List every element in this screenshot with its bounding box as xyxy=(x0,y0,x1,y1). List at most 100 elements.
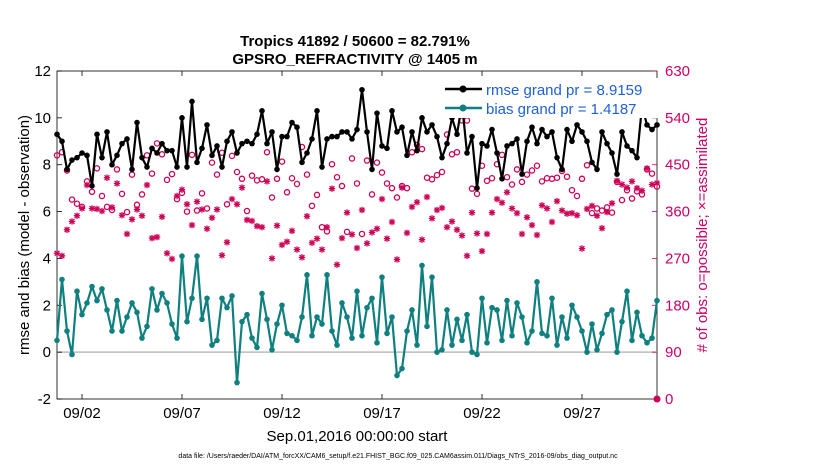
obs-possible-point xyxy=(508,181,516,188)
obs-assimilated-point xyxy=(433,206,441,214)
rmse-point xyxy=(379,143,385,149)
obs-assimilated-stroke xyxy=(389,219,395,225)
bias-point xyxy=(539,330,545,337)
obs-assimilated-point xyxy=(468,209,476,216)
rmse-point xyxy=(344,129,350,135)
obs-assimilated-point xyxy=(163,250,171,257)
rmse-point xyxy=(514,136,520,142)
bias-point xyxy=(104,307,110,313)
obs-assimilated-point xyxy=(308,239,316,247)
obs-assimilated-stroke xyxy=(444,224,450,231)
obs-assimilated-stroke xyxy=(289,227,295,234)
obs-possible-point xyxy=(53,152,61,159)
obs-possible-point xyxy=(338,182,346,190)
obs-assimilated-point xyxy=(53,250,61,257)
bias-point xyxy=(409,307,415,313)
bias-point xyxy=(169,321,175,327)
obs-possible-point xyxy=(503,173,511,181)
obs-possible-point xyxy=(68,196,76,203)
obs-assimilated-point xyxy=(158,213,166,220)
obs-assimilated-point xyxy=(588,202,596,210)
bias-point xyxy=(374,339,380,346)
rmse-point xyxy=(114,152,120,159)
rmse-point xyxy=(614,171,620,177)
obs-assimilated-stroke xyxy=(464,252,470,259)
rmse-point xyxy=(424,129,430,135)
bias-point xyxy=(114,297,120,304)
obs-possible-point xyxy=(163,176,171,184)
obs-possible-point xyxy=(183,208,191,215)
obs-assimilated-point xyxy=(278,241,286,249)
bias-point xyxy=(634,309,640,316)
obs-assimilated-point xyxy=(58,252,66,260)
obs-assimilated-stroke xyxy=(494,196,500,202)
obs-possible-point xyxy=(273,175,281,183)
obs-possible-point xyxy=(418,145,426,153)
obs-assimilated-stroke xyxy=(594,212,600,219)
rmse-point xyxy=(469,133,475,140)
rmse-point xyxy=(124,136,130,142)
obs-assimilated-point xyxy=(608,200,616,207)
rmse-point xyxy=(279,133,285,140)
obs-possible-point xyxy=(268,194,276,201)
obs-assimilated-point xyxy=(93,205,101,213)
rmse-point xyxy=(199,145,205,152)
obs-possible-point xyxy=(368,191,376,198)
chart-title: Tropics 41892 / 50600 = 82.791% xyxy=(240,33,470,50)
bias-point xyxy=(414,342,420,348)
rmse-point xyxy=(319,164,325,170)
rmse-point xyxy=(144,164,150,170)
obs-assimilated-stroke xyxy=(79,205,85,212)
bias-point xyxy=(529,328,535,334)
rmse-point xyxy=(544,133,550,140)
rmse-point xyxy=(139,154,145,161)
bias-point xyxy=(189,295,195,302)
rmse-point xyxy=(454,131,460,138)
obs-assimilated-point xyxy=(293,246,301,253)
rmse-point xyxy=(599,129,605,135)
bias-point xyxy=(604,311,610,318)
obs-assimilated-stroke xyxy=(54,250,60,257)
rmse-point xyxy=(609,150,615,156)
obs-assimilated-point xyxy=(288,227,296,235)
obs-assimilated-stroke xyxy=(324,224,330,231)
rmse-point xyxy=(149,145,155,152)
bias-point xyxy=(304,272,310,278)
obs-assimilated-point xyxy=(273,222,281,229)
obs-assimilated-stroke xyxy=(564,210,570,217)
obs-possible-point xyxy=(73,200,81,208)
rmse-point xyxy=(324,136,330,142)
obs-assimilated-stroke xyxy=(604,209,610,215)
obs-assimilated-stroke xyxy=(154,234,160,240)
obs-zero-marker xyxy=(653,395,661,403)
rmse-point xyxy=(134,119,140,126)
obs-possible-point xyxy=(88,188,96,196)
obs-assimilated-stroke xyxy=(429,215,435,222)
obs-assimilated-point xyxy=(428,215,436,222)
obs-assimilated-stroke xyxy=(519,231,525,237)
obs-assimilated-point xyxy=(143,181,151,189)
obs-possible-point xyxy=(438,168,446,176)
bias-point xyxy=(94,297,100,304)
bias-point xyxy=(149,286,155,292)
obs-possible-point xyxy=(388,184,396,192)
bias-point xyxy=(164,300,170,306)
rmse-point xyxy=(184,164,190,170)
rmse-point xyxy=(294,124,300,131)
obs-possible-point xyxy=(223,201,231,208)
bias-point xyxy=(74,288,80,295)
bias-point xyxy=(614,349,620,355)
obs-assimilated-stroke xyxy=(639,187,645,194)
obs-assimilated-stroke xyxy=(404,230,410,236)
rmse-point xyxy=(394,129,400,135)
bias-point xyxy=(624,288,630,295)
obs-possible-point xyxy=(568,186,576,194)
obs-assimilated-stroke xyxy=(229,196,235,202)
obs-assimilated-stroke xyxy=(399,184,405,191)
bias-point xyxy=(384,330,390,337)
y-tick-label: 10 xyxy=(34,110,51,127)
obs-assimilated-stroke xyxy=(614,177,620,184)
obs-assimilated-point xyxy=(83,181,91,189)
obs-assimilated-point xyxy=(233,201,241,208)
obs-possible-point xyxy=(213,171,221,178)
